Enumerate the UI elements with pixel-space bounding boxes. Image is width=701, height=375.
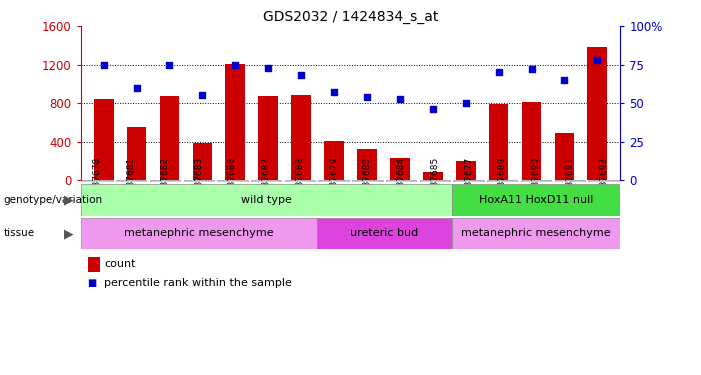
Bar	[150, 180, 180, 182]
Point	[526, 66, 537, 72]
Point	[493, 69, 504, 75]
Bar	[357, 149, 377, 180]
Point	[296, 72, 307, 78]
Text: GSM87686: GSM87686	[228, 156, 237, 206]
Text: GSM87691: GSM87691	[565, 156, 574, 206]
Text: genotype/variation: genotype/variation	[4, 195, 102, 205]
Point	[230, 62, 241, 68]
Bar	[193, 142, 212, 180]
Text: GSM87689: GSM87689	[498, 156, 507, 206]
Bar	[521, 180, 551, 182]
Text: ureteric bud: ureteric bud	[350, 228, 418, 238]
Text: wild type: wild type	[240, 195, 292, 205]
Bar	[317, 217, 451, 249]
Point	[263, 65, 274, 71]
Text: GSM87692: GSM87692	[599, 156, 608, 206]
Text: GSM87681: GSM87681	[127, 156, 136, 206]
Bar	[81, 184, 451, 216]
Bar	[82, 180, 113, 182]
Bar	[217, 180, 247, 182]
Bar	[454, 180, 484, 182]
Text: GSM87685: GSM87685	[430, 156, 440, 206]
Bar	[522, 102, 541, 180]
Bar	[259, 96, 278, 180]
Point	[460, 100, 471, 106]
Text: GSM87683: GSM87683	[194, 156, 203, 206]
Text: tissue: tissue	[4, 228, 34, 238]
Text: ■: ■	[87, 278, 97, 288]
Bar	[324, 141, 344, 180]
Bar	[94, 99, 114, 180]
Bar	[420, 180, 450, 182]
Text: percentile rank within the sample: percentile rank within the sample	[104, 278, 292, 288]
Bar	[291, 96, 311, 180]
Bar	[487, 180, 517, 182]
Point	[427, 106, 438, 112]
Bar	[489, 104, 508, 180]
Text: GSM87677: GSM87677	[464, 156, 473, 206]
Text: GSM87690: GSM87690	[531, 156, 540, 206]
Bar	[226, 64, 245, 180]
Bar	[81, 217, 317, 249]
Bar	[451, 217, 620, 249]
Point	[361, 94, 372, 100]
Bar	[127, 127, 147, 180]
Point	[329, 89, 340, 95]
Bar	[423, 172, 442, 180]
Text: GSM87680: GSM87680	[363, 156, 372, 206]
Point	[98, 62, 109, 68]
Point	[592, 57, 603, 63]
Bar	[116, 180, 147, 182]
Point	[164, 62, 175, 68]
Point	[197, 93, 208, 99]
Point	[394, 96, 405, 102]
Text: metanephric mesenchyme: metanephric mesenchyme	[461, 228, 611, 238]
Bar	[285, 180, 315, 182]
Bar	[554, 180, 585, 182]
Text: HoxA11 HoxD11 null: HoxA11 HoxD11 null	[479, 195, 593, 205]
Text: GSM87682: GSM87682	[161, 156, 170, 206]
Bar	[390, 158, 410, 180]
Bar	[456, 161, 475, 180]
Title: GDS2032 / 1424834_s_at: GDS2032 / 1424834_s_at	[263, 10, 438, 24]
Bar	[386, 180, 416, 182]
Text: GSM87678: GSM87678	[93, 156, 102, 206]
Bar	[588, 180, 619, 182]
Text: count: count	[104, 260, 136, 269]
Bar	[451, 184, 620, 216]
Text: GSM87679: GSM87679	[329, 156, 338, 206]
Point	[131, 85, 142, 91]
Bar	[160, 96, 179, 180]
Text: GSM87688: GSM87688	[295, 156, 304, 206]
Bar	[318, 180, 349, 182]
Text: GSM87687: GSM87687	[261, 156, 271, 206]
Bar	[554, 133, 574, 180]
Text: ▶: ▶	[64, 193, 74, 206]
Text: metanephric mesenchyme: metanephric mesenchyme	[124, 228, 273, 238]
Bar	[587, 47, 607, 180]
Bar	[251, 180, 281, 182]
Bar	[352, 180, 383, 182]
Bar	[184, 180, 214, 182]
Text: ▶: ▶	[64, 227, 74, 240]
Point	[559, 77, 570, 83]
Text: GSM87684: GSM87684	[397, 156, 406, 206]
